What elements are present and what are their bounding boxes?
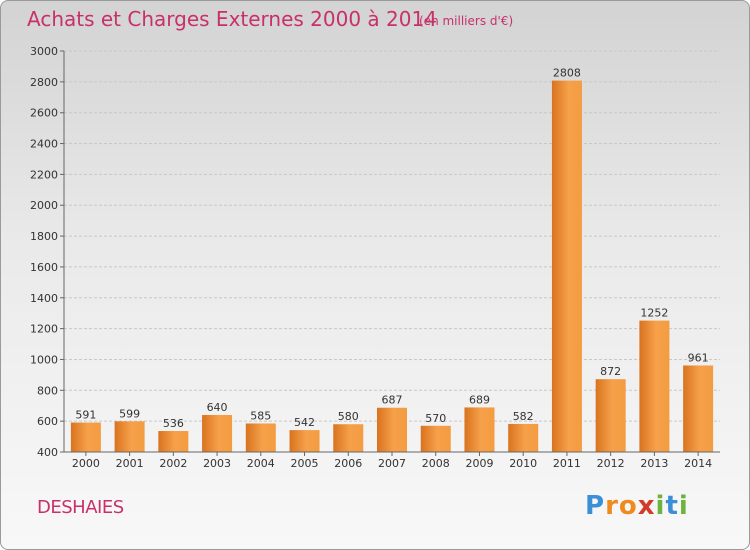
x-tick-label-2004: 2004 xyxy=(247,457,275,470)
logo-letter: i xyxy=(678,491,689,521)
bar-2001 xyxy=(114,421,145,452)
value-label-2003: 640 xyxy=(207,401,228,414)
y-tick-label: 1200 xyxy=(30,323,58,336)
bar-2009 xyxy=(464,407,495,452)
proxiti-logo: Proxiti xyxy=(585,491,689,521)
logo-letter: t xyxy=(665,491,679,521)
value-label-2009: 689 xyxy=(469,393,490,406)
x-tick-label-2000: 2000 xyxy=(72,457,100,470)
value-label-2014: 961 xyxy=(688,351,709,364)
value-label-2004: 585 xyxy=(250,409,271,422)
bar-2013 xyxy=(639,320,670,452)
y-tick-label: 1000 xyxy=(30,353,58,366)
commune-name: DESHAIES xyxy=(37,497,124,518)
chart-title: Achats et Charges Externes 2000 à 2014 xyxy=(27,7,437,31)
y-tick-label: 1800 xyxy=(30,230,58,243)
bar-2006 xyxy=(333,424,364,452)
logo-letter: o xyxy=(618,491,638,521)
value-label-2006: 580 xyxy=(338,410,359,423)
y-tick-label: 2000 xyxy=(30,199,58,212)
y-tick-label: 600 xyxy=(37,415,58,428)
x-tick-label-2003: 2003 xyxy=(203,457,231,470)
x-tick-label-2007: 2007 xyxy=(378,457,406,470)
y-tick-label: 2800 xyxy=(30,76,58,89)
value-label-2007: 687 xyxy=(382,394,403,407)
bar-2014 xyxy=(683,365,714,452)
bar-2010 xyxy=(508,423,539,452)
logo-letter: i xyxy=(655,491,666,521)
value-label-2013: 1252 xyxy=(640,307,668,320)
bar-2008 xyxy=(420,425,451,452)
y-tick-label: 3000 xyxy=(30,45,58,58)
bar-2000 xyxy=(70,422,101,452)
y-tick-label: 2200 xyxy=(30,168,58,181)
bar-2003 xyxy=(202,414,233,452)
bar-2007 xyxy=(377,407,407,452)
bar-2004 xyxy=(245,423,276,452)
y-tick-label: 1600 xyxy=(30,261,58,274)
bar-2011 xyxy=(551,80,582,452)
value-label-2002: 536 xyxy=(163,417,184,430)
value-label-2008: 570 xyxy=(425,412,446,425)
y-tick-label: 400 xyxy=(37,446,58,459)
x-tick-label-2009: 2009 xyxy=(465,457,493,470)
x-tick-label-2008: 2008 xyxy=(422,457,450,470)
x-tick-label-2011: 2011 xyxy=(553,457,581,470)
x-tick-label-2005: 2005 xyxy=(291,457,319,470)
x-tick-label-2013: 2013 xyxy=(640,457,668,470)
bar-2005 xyxy=(289,430,320,452)
chart-unit: (en milliers d'€) xyxy=(419,14,514,28)
value-label-2012: 872 xyxy=(600,365,621,378)
bar-2012 xyxy=(595,379,626,452)
value-label-2010: 582 xyxy=(513,410,534,423)
x-tick-label-2002: 2002 xyxy=(159,457,187,470)
x-tick-label-2012: 2012 xyxy=(597,457,625,470)
value-label-2001: 599 xyxy=(119,407,140,420)
y-tick-label: 800 xyxy=(37,384,58,397)
x-tick-label-2014: 2014 xyxy=(684,457,712,470)
value-label-2011: 2808 xyxy=(553,67,581,80)
bar-2002 xyxy=(158,431,189,452)
value-label-2005: 542 xyxy=(294,416,315,429)
logo-letter: x xyxy=(637,491,656,521)
x-tick-label-2006: 2006 xyxy=(334,457,362,470)
y-tick-label: 2600 xyxy=(30,107,58,120)
y-tick-label: 2400 xyxy=(30,138,58,151)
logo-letter: P xyxy=(585,491,606,521)
logo-letter: r xyxy=(605,491,619,521)
x-tick-label-2010: 2010 xyxy=(509,457,537,470)
y-tick-label: 1400 xyxy=(30,292,58,305)
value-label-2000: 591 xyxy=(75,409,96,422)
x-tick-label-2001: 2001 xyxy=(116,457,144,470)
